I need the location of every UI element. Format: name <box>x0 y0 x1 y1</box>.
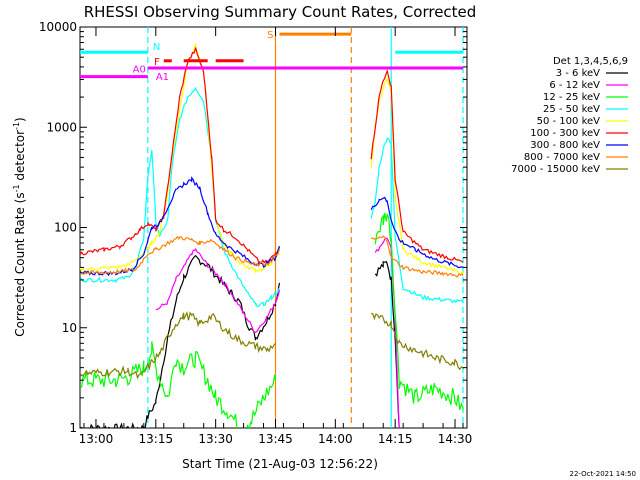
x-tick-label: 13:45 <box>258 432 293 446</box>
marker-label-s: S <box>267 30 273 41</box>
timestamp-footer: 22-Oct-2021 14:50 <box>570 470 636 478</box>
marker-label-a1: A1 <box>156 72 169 83</box>
series-line-4 <box>80 43 281 274</box>
y-axis-label-end: ) <box>13 117 27 122</box>
y-axis-label-mid: detector <box>13 130 27 185</box>
x-axis-ticks: 13:00 13:15 13:30 13:45 14:00 14:15 14:30 <box>79 27 473 446</box>
y-tick-label: 10 <box>62 321 77 335</box>
series-line-1-b <box>374 237 400 428</box>
series-line-2 <box>80 341 277 428</box>
marker-label-f: F <box>154 57 160 68</box>
x-tick-label: 13:30 <box>198 432 233 446</box>
legend-label: 100 - 300 keV <box>530 128 600 139</box>
series-line-8-b <box>371 312 464 371</box>
marker-label-n: N <box>153 42 160 53</box>
series-line-3-b <box>370 137 464 304</box>
x-axis-label: Start Time (21-Aug-03 12:56:22) <box>182 457 378 471</box>
series-line-2-b <box>374 212 464 411</box>
legend-label: 25 - 50 keV <box>543 104 600 115</box>
legend-label: 50 - 100 keV <box>537 116 601 127</box>
series-line-0-b <box>374 260 400 428</box>
y-axis-label: Corrected Count Rate (s-1 detector-1) <box>12 117 27 336</box>
legend-label: 300 - 800 keV <box>530 140 600 151</box>
y-tick-label: 1 <box>69 421 77 435</box>
x-tick-label: 13:15 <box>139 432 174 446</box>
y-tick-label: 10000 <box>39 20 77 34</box>
series-line-6 <box>80 176 281 277</box>
series-line-0 <box>80 254 281 428</box>
series-line-1 <box>155 247 281 333</box>
marker-label-a0: A0 <box>133 65 146 76</box>
legend-title: Det 1,3,4,5,6,9 <box>553 56 628 67</box>
y-axis-label-main: Corrected Count Rate (s <box>13 192 27 336</box>
series-line-7 <box>80 235 281 276</box>
legend-label: 3 - 6 keV <box>556 68 600 79</box>
chart-title: RHESSI Observing Summary Count Rates, Co… <box>84 3 477 21</box>
series-line-8 <box>80 310 276 380</box>
legend-label: 7000 - 15000 keV <box>511 164 600 175</box>
y-axis-ticks: 1 10 100 1000 10000 <box>39 20 467 435</box>
series-line-6-b <box>370 196 464 269</box>
y-tick-label: 100 <box>54 221 77 235</box>
y-tick-label: 1000 <box>46 120 77 134</box>
series-line-7-b <box>371 235 464 278</box>
series-line-5 <box>80 47 281 265</box>
y-axis-label-sup1: -1 <box>12 184 21 192</box>
x-tick-label: 13:00 <box>79 432 114 446</box>
plot-area: N A0 A1 F S <box>79 26 468 429</box>
series-line-4-b <box>370 75 464 276</box>
legend-label: 12 - 25 keV <box>543 92 600 103</box>
series-line-5-b <box>370 69 464 263</box>
x-tick-label: 14:30 <box>438 432 473 446</box>
x-tick-label: 14:15 <box>378 432 413 446</box>
y-axis-label-sup2: -1 <box>12 122 21 130</box>
legend-label: 800 - 7000 keV <box>524 152 600 163</box>
x-tick-label: 14:00 <box>318 432 353 446</box>
legend-label: 6 - 12 keV <box>549 80 600 91</box>
series-line-3 <box>80 86 280 308</box>
